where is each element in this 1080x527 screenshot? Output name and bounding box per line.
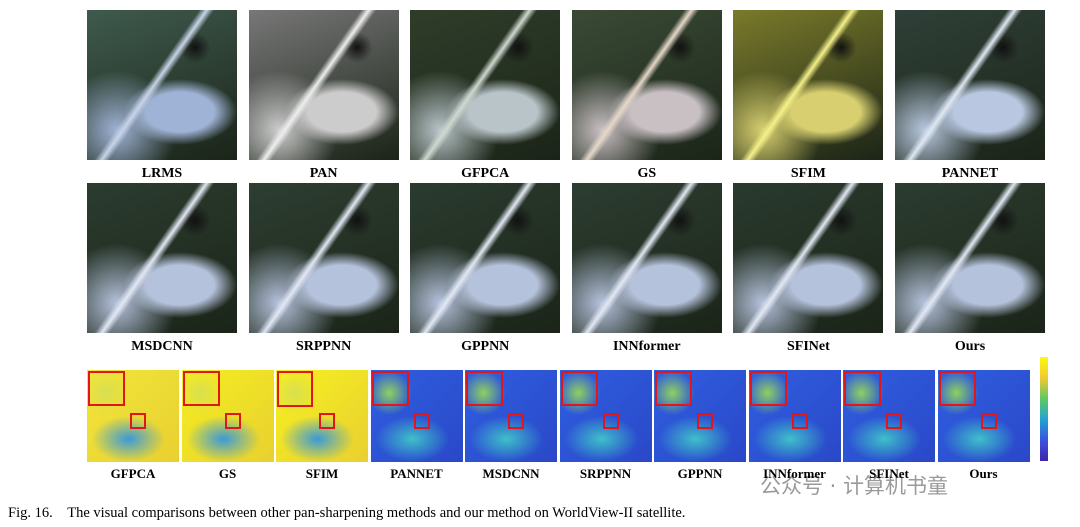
method-label: GS — [637, 166, 657, 181]
zoom-box — [844, 371, 881, 406]
error-map — [181, 370, 274, 462]
error-map — [843, 370, 935, 462]
error-map — [748, 370, 841, 462]
method-label: LRMS — [141, 166, 183, 181]
roi-box — [980, 413, 997, 429]
method-label: INNformer — [763, 466, 826, 481]
image-tile — [571, 10, 722, 160]
zoom-box — [182, 371, 220, 406]
method-label: PAN — [309, 166, 338, 181]
image-tile — [248, 183, 399, 333]
image-tile — [895, 183, 1045, 333]
caption-label: Fig. 16. — [8, 505, 53, 521]
error-map — [370, 370, 463, 462]
image-tile — [571, 183, 722, 333]
zoom-box — [466, 371, 503, 406]
zoom-box — [655, 371, 692, 406]
method-label: MSDCNN — [482, 466, 540, 481]
error-map — [654, 370, 746, 462]
zoom-box — [88, 371, 125, 406]
colorbar — [1040, 357, 1048, 461]
image-tile — [410, 10, 561, 160]
roi-box — [224, 413, 241, 429]
zoom-box — [277, 371, 313, 407]
method-label: INNformer — [612, 339, 681, 354]
image-tile — [248, 10, 399, 160]
method-label: PANNET — [941, 166, 999, 181]
watermark: 公众号 · 计算机书童 — [760, 474, 949, 498]
method-label: Ours — [954, 339, 986, 354]
method-label: GPPNN — [677, 466, 723, 481]
image-tile — [733, 183, 884, 333]
image-tile — [87, 183, 237, 333]
error-map — [937, 370, 1030, 462]
error-map — [465, 370, 557, 462]
method-label: PANNET — [390, 466, 443, 481]
caption: Fig. 16. The visual comparisons between … — [8, 505, 685, 522]
method-label: GFPCA — [110, 466, 156, 481]
method-label: GS — [218, 466, 237, 481]
roi-box — [508, 413, 524, 429]
zoom-box — [749, 371, 787, 406]
method-label: SRPPNN — [295, 339, 352, 354]
method-label: SFINet — [787, 339, 830, 354]
roi-box — [602, 413, 619, 429]
image-tile — [410, 183, 561, 333]
error-map — [559, 370, 652, 462]
zoom-box — [371, 371, 409, 406]
image-tile — [895, 10, 1045, 160]
method-label: MSDCNN — [131, 339, 193, 354]
zoom-box — [938, 371, 976, 406]
roi-box — [886, 413, 902, 429]
error-map — [87, 370, 179, 462]
roi-box — [791, 413, 808, 429]
roi-box — [319, 413, 335, 429]
roi-box — [697, 413, 713, 429]
zoom-box — [560, 371, 598, 406]
method-label: GFPCA — [461, 166, 510, 181]
method-label: SRPPNN — [579, 466, 632, 481]
image-tile — [87, 10, 237, 160]
image-tile — [733, 10, 884, 160]
caption-text: The visual comparisons between other pan… — [67, 505, 686, 521]
method-label: GPPNN — [461, 339, 510, 354]
method-label: Ours — [969, 466, 998, 481]
error-map — [276, 370, 368, 462]
roi-box — [130, 413, 146, 429]
method-label: SFIM — [790, 166, 826, 181]
method-label: SFIM — [305, 466, 339, 481]
roi-box — [413, 413, 430, 429]
method-label: SFINet — [869, 466, 909, 481]
